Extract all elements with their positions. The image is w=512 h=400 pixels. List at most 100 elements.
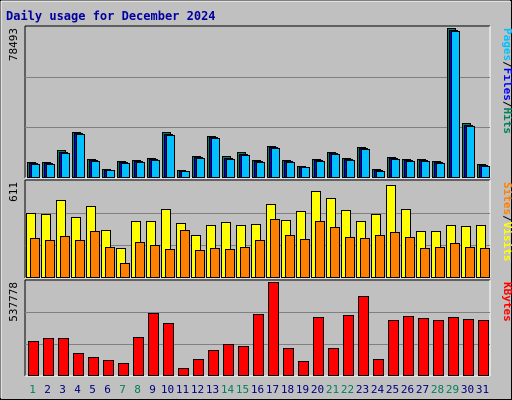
hits-legend: Pages/Files/Hits	[501, 28, 512, 134]
x-tick-label-day-29: 29	[446, 383, 459, 396]
x-tick-label-day-14: 14	[221, 383, 235, 396]
bar-kbytes-day-28	[433, 320, 444, 376]
bar-kbytes-day-1	[28, 341, 39, 376]
x-tick-label-day-4: 4	[74, 383, 81, 396]
x-tick-label-day-17: 17	[266, 383, 279, 396]
bar-pages-day-21	[331, 154, 340, 178]
bar-pages-day-27	[421, 161, 430, 178]
bar-sites-day-13	[210, 248, 220, 278]
bar-pages-day-20	[316, 161, 325, 178]
bar-sites-day-9	[150, 245, 160, 278]
hits-plot-area	[25, 26, 490, 178]
bar-kbytes-day-11	[178, 368, 189, 376]
bar-pages-day-2	[46, 164, 55, 178]
bar-kbytes-day-13	[208, 350, 219, 376]
bar-sites-day-5	[90, 231, 100, 278]
bar-sites-day-18	[285, 235, 295, 278]
bar-pages-day-28	[436, 163, 445, 178]
bar-sites-day-7	[120, 263, 130, 278]
x-tick-label-day-22: 22	[341, 383, 354, 396]
bar-sites-day-19	[300, 239, 310, 278]
bar-kbytes-day-10	[163, 323, 174, 376]
x-tick-label-day-16: 16	[251, 383, 264, 396]
bar-pages-day-16	[256, 162, 265, 178]
bar-pages-day-29	[451, 31, 460, 178]
bar-kbytes-day-30	[463, 319, 474, 376]
x-tick-label-day-24: 24	[371, 383, 385, 396]
x-tick-label-day-30: 30	[461, 383, 474, 396]
bar-sites-day-3	[60, 236, 70, 278]
bar-pages-day-31	[481, 166, 490, 178]
bar-pages-day-5	[91, 161, 100, 178]
bar-sites-day-20	[315, 221, 325, 278]
x-tick-label-day-15: 15	[236, 383, 249, 396]
panel-visits: 611 Sites/Visits	[7, 179, 512, 279]
legend-sites: Sites	[501, 182, 512, 215]
visits-legend: Sites/Visits	[501, 182, 512, 262]
chart-title: Daily usage for December 2024	[6, 9, 216, 23]
bar-sites-day-25	[390, 232, 400, 278]
bar-pages-day-17	[271, 148, 280, 178]
x-tick-label-day-13: 13	[206, 383, 219, 396]
bar-sites-day-15	[240, 247, 250, 278]
bar-sites-day-12	[195, 250, 205, 278]
bar-pages-day-4	[76, 134, 85, 178]
bar-kbytes-day-9	[148, 313, 159, 376]
legend-separator: /	[501, 61, 512, 68]
bar-kbytes-day-22	[343, 315, 354, 376]
bar-kbytes-day-17	[268, 282, 279, 376]
bar-pages-day-10	[166, 135, 175, 178]
bar-kbytes-day-26	[403, 316, 414, 376]
bar-pages-day-15	[241, 155, 250, 178]
x-tick-label-day-26: 26	[401, 383, 414, 396]
bar-kbytes-day-12	[193, 359, 204, 376]
x-tick-label-day-12: 12	[191, 383, 204, 396]
bar-sites-day-17	[270, 219, 280, 278]
bar-kbytes-day-6	[103, 360, 114, 376]
x-tick-label-day-11: 11	[176, 383, 189, 396]
bar-pages-day-14	[226, 159, 235, 178]
panel-kbytes: 537778 KBytes	[7, 279, 512, 377]
bar-sites-day-26	[405, 237, 415, 278]
x-tick-label-day-23: 23	[356, 383, 369, 396]
x-tick-label-day-6: 6	[104, 383, 111, 396]
bar-kbytes-day-15	[238, 346, 249, 376]
bar-kbytes-day-18	[283, 348, 294, 376]
bar-kbytes-day-20	[313, 317, 324, 376]
bar-sites-day-6	[105, 247, 115, 278]
legend-visits: Visits	[501, 222, 512, 262]
bar-pages-day-1	[31, 164, 40, 178]
bar-sites-day-30	[465, 247, 475, 278]
bar-sites-day-21	[330, 227, 340, 278]
bar-kbytes-day-23	[358, 296, 369, 376]
x-tick-label-day-27: 27	[416, 383, 429, 396]
visits-max-label: 611	[7, 182, 20, 202]
bar-sites-day-29	[450, 243, 460, 278]
legend-pages: Pages	[501, 28, 512, 61]
bar-kbytes-day-14	[223, 344, 234, 376]
bar-pages-day-11	[181, 171, 190, 178]
bar-pages-day-24	[376, 171, 385, 178]
bar-pages-day-22	[346, 160, 355, 178]
bar-sites-day-23	[360, 238, 370, 278]
x-tick-label-day-19: 19	[296, 383, 309, 396]
bar-pages-day-8	[136, 162, 145, 178]
bar-sites-day-22	[345, 237, 355, 278]
bar-pages-day-30	[466, 126, 475, 178]
x-tick-label-day-8: 8	[134, 383, 141, 396]
bar-kbytes-day-5	[88, 357, 99, 376]
bar-kbytes-day-21	[328, 348, 339, 376]
x-tick-label-day-31: 31	[476, 383, 489, 396]
legend-separator: /	[501, 101, 512, 108]
bar-sites-day-10	[165, 249, 175, 278]
bar-sites-day-8	[135, 242, 145, 278]
x-tick-label-day-5: 5	[89, 383, 96, 396]
bar-pages-day-12	[196, 158, 205, 178]
bar-kbytes-day-7	[118, 363, 129, 376]
bar-pages-day-9	[151, 160, 160, 178]
bar-pages-day-26	[406, 161, 415, 178]
x-tick-label-day-20: 20	[311, 383, 324, 396]
bar-pages-day-13	[211, 138, 220, 178]
